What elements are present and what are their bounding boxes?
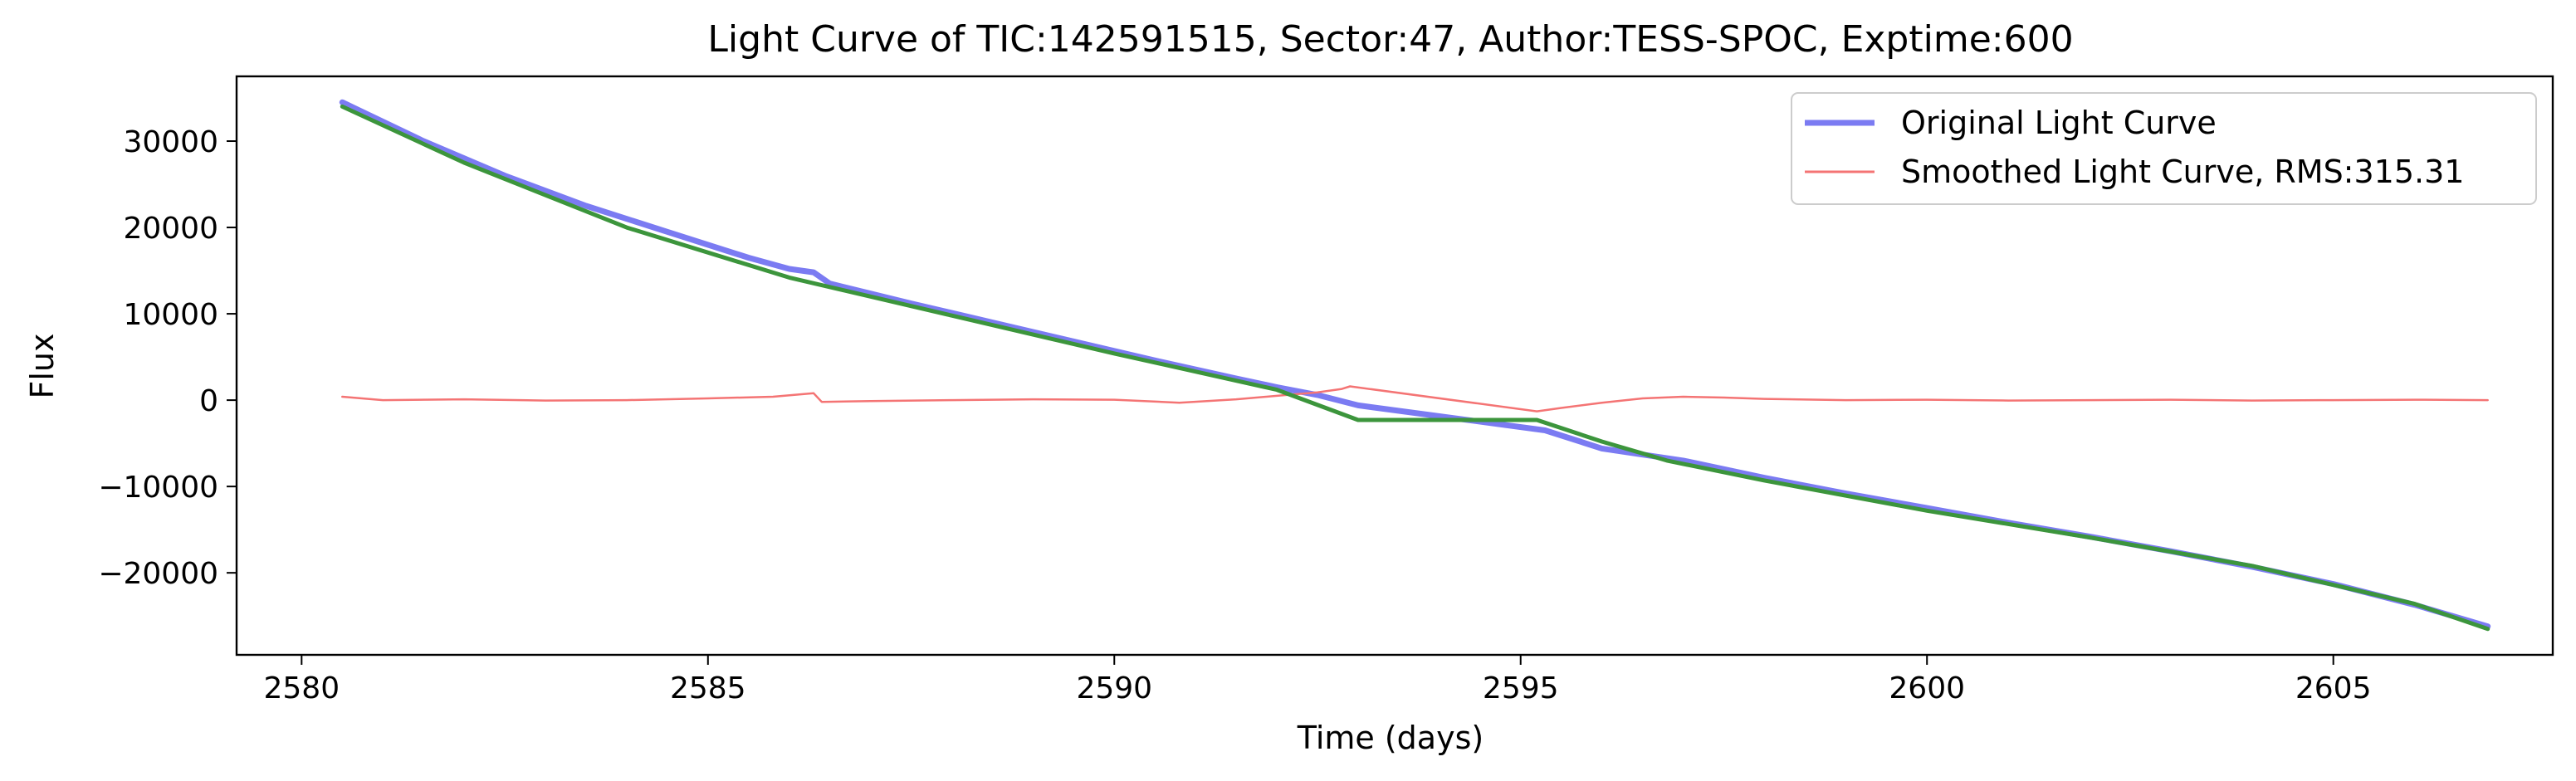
y-tick-label: 20000 [123,212,218,246]
y-tick-label: 30000 [123,125,218,159]
x-tick-label: 2580 [264,671,340,705]
legend: Original Light Curve Smoothed Light Curv… [1791,92,2537,205]
series-smoothed-light-curve [341,385,2489,412]
y-tick-label: −20000 [98,557,218,591]
y-tick-label: 10000 [123,298,218,332]
y-axis-ticks: −20000 −10000 0 10000 20000 30000 [98,125,237,591]
legend-box [1791,92,2537,205]
y-tick-label: 0 [199,384,218,418]
x-tick-label: 2595 [1483,671,1559,705]
y-axis-label: Flux [24,334,61,399]
x-axis-ticks: 2580 2585 2590 2595 2600 2605 [264,655,2372,705]
x-tick-label: 2590 [1076,671,1152,705]
x-tick-label: 2600 [1889,671,1965,705]
x-tick-label: 2605 [2295,671,2372,705]
legend-label-smoothed: Smoothed Light Curve, RMS:315.31 [1901,154,2464,190]
y-tick-label: −10000 [98,471,218,505]
x-axis-label: Time (days) [1297,720,1484,756]
series-trend-fit [340,104,2490,632]
series-layer [339,99,2491,632]
x-tick-label: 2585 [670,671,746,705]
chart-title: Light Curve of TIC:142591515, Sector:47,… [707,18,2073,61]
legend-label-original: Original Light Curve [1901,105,2217,141]
